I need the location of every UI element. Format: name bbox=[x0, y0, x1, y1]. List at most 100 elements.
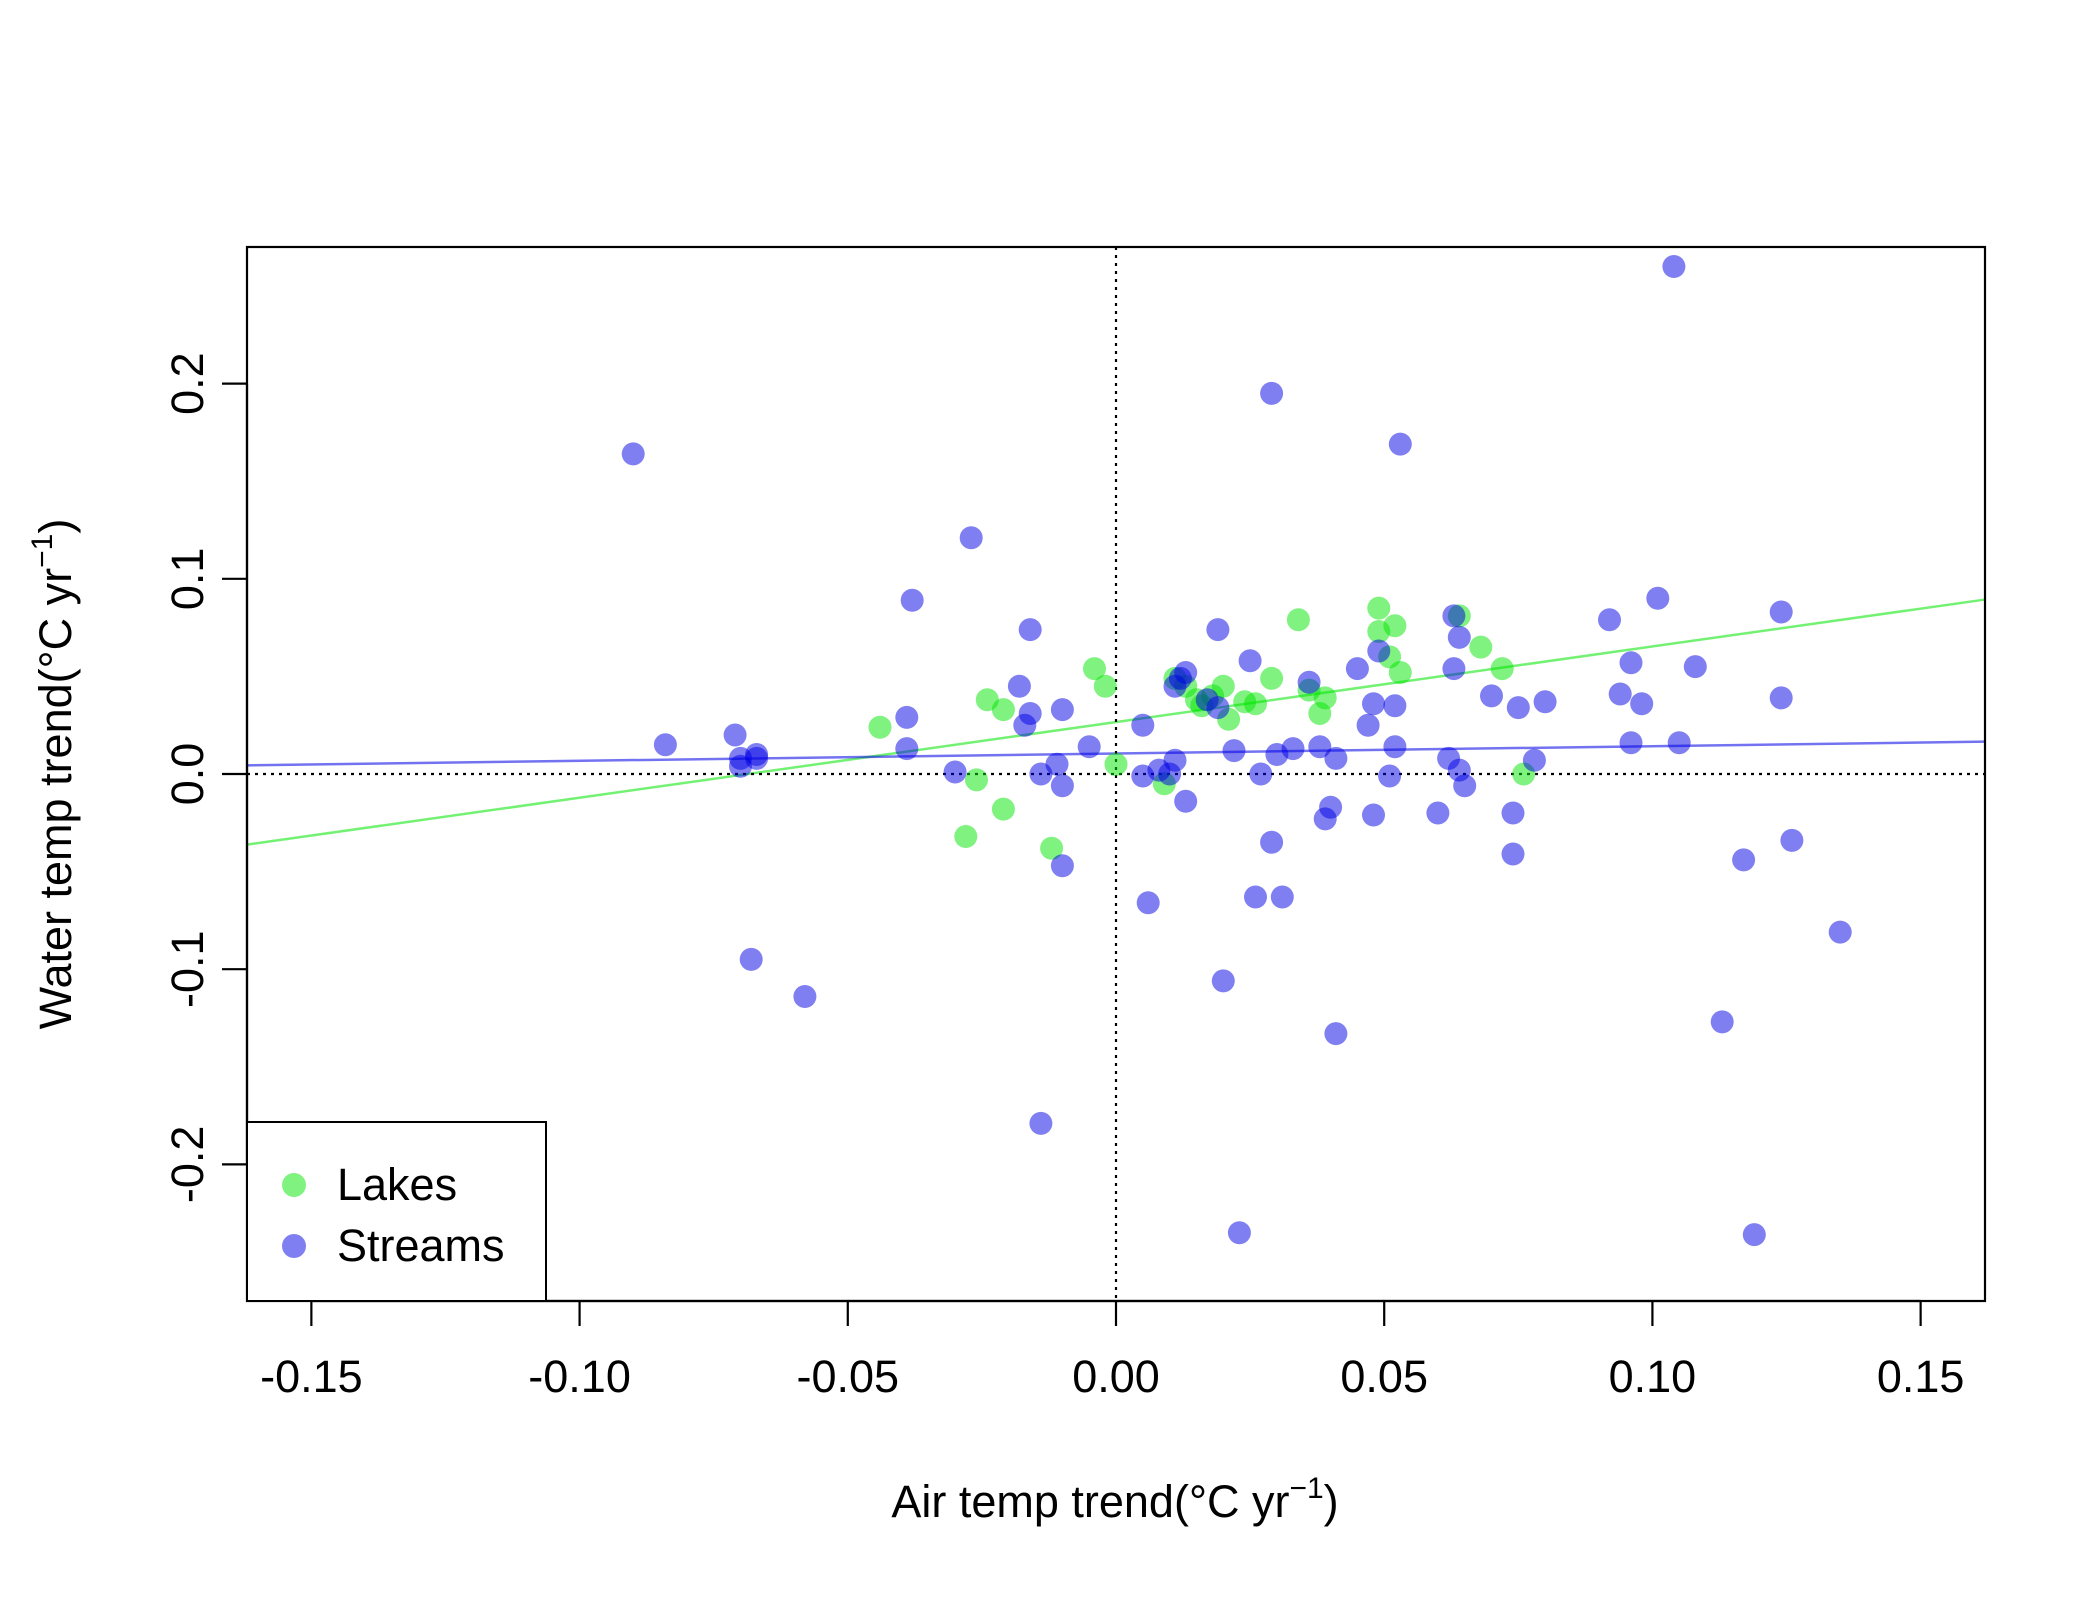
point-streams bbox=[1533, 690, 1557, 714]
point-streams bbox=[793, 985, 817, 1008]
point-lakes bbox=[1211, 674, 1235, 698]
point-lakes bbox=[1388, 661, 1412, 684]
point-streams bbox=[1222, 739, 1246, 763]
y-tick-label: 0.1 bbox=[162, 548, 213, 611]
point-lakes bbox=[965, 768, 988, 792]
y-tick-label: 0.0 bbox=[162, 743, 213, 806]
point-lakes bbox=[1104, 752, 1128, 776]
point-streams bbox=[1260, 381, 1284, 405]
point-streams bbox=[1324, 1022, 1348, 1046]
x-tick-label: -0.15 bbox=[260, 1351, 363, 1402]
point-streams bbox=[1244, 885, 1267, 909]
point-streams bbox=[1356, 713, 1380, 737]
point-streams bbox=[1710, 1010, 1734, 1034]
legend: Lakes Streams bbox=[246, 1121, 547, 1302]
point-streams bbox=[1308, 735, 1332, 759]
point-streams bbox=[1383, 694, 1407, 718]
point-streams bbox=[943, 760, 967, 784]
point-streams bbox=[1780, 828, 1804, 852]
point-streams bbox=[1447, 625, 1471, 649]
point-streams bbox=[1018, 618, 1042, 642]
point-streams bbox=[1206, 696, 1230, 720]
point-streams bbox=[1383, 735, 1407, 759]
point-lakes bbox=[1040, 836, 1064, 860]
point-streams bbox=[739, 947, 763, 971]
point-streams bbox=[1619, 731, 1643, 755]
point-streams bbox=[895, 737, 919, 761]
x-tick-label: 0.15 bbox=[1877, 1351, 1965, 1402]
point-streams bbox=[1442, 657, 1466, 681]
reference-lines bbox=[247, 247, 1985, 1301]
point-streams bbox=[1136, 891, 1160, 915]
point-streams bbox=[1426, 801, 1450, 825]
point-streams bbox=[1501, 842, 1525, 866]
point-streams bbox=[1619, 651, 1643, 675]
point-streams bbox=[1249, 762, 1273, 786]
point-streams bbox=[1260, 830, 1284, 854]
point-streams bbox=[1522, 748, 1546, 772]
point-streams bbox=[895, 705, 919, 729]
point-streams bbox=[1345, 657, 1369, 681]
point-streams bbox=[1501, 801, 1525, 825]
legend-box bbox=[246, 1121, 547, 1302]
point-streams bbox=[1769, 600, 1793, 624]
point-streams bbox=[1367, 639, 1391, 663]
point-streams bbox=[1362, 803, 1385, 827]
y-tick-label: 0.2 bbox=[162, 352, 213, 415]
point-streams bbox=[1630, 692, 1654, 716]
legend-label-lakes: Lakes bbox=[337, 1159, 457, 1210]
y-tick-label: -0.1 bbox=[162, 930, 213, 1008]
point-streams bbox=[900, 588, 924, 612]
legend-marker-lakes bbox=[282, 1173, 306, 1197]
x-tick-label: 0.05 bbox=[1340, 1351, 1428, 1402]
point-streams bbox=[1270, 885, 1294, 909]
point-streams bbox=[1211, 969, 1235, 993]
point-lakes bbox=[954, 825, 978, 848]
point-streams bbox=[1077, 735, 1101, 759]
point-lakes bbox=[991, 797, 1015, 821]
point-lakes bbox=[1093, 674, 1117, 698]
fit-line-lakes bbox=[246, 598, 1986, 846]
point-streams bbox=[1227, 1221, 1251, 1245]
data-points bbox=[621, 255, 1852, 1247]
point-lakes bbox=[868, 715, 892, 739]
y-tick-label: -0.2 bbox=[162, 1126, 213, 1204]
point-streams bbox=[1319, 795, 1343, 819]
point-streams bbox=[1297, 670, 1321, 694]
point-lakes bbox=[1383, 614, 1407, 638]
x-tick-label: -0.10 bbox=[528, 1351, 631, 1402]
point-lakes bbox=[1469, 635, 1493, 659]
point-streams bbox=[1646, 586, 1670, 610]
x-axis-title: Air temp trend(°C yr−1) bbox=[891, 1472, 1338, 1527]
point-streams bbox=[1598, 608, 1621, 632]
point-streams bbox=[1453, 774, 1477, 798]
point-lakes bbox=[991, 698, 1015, 722]
point-streams bbox=[1206, 618, 1230, 642]
point-lakes bbox=[1313, 686, 1337, 710]
point-streams bbox=[1732, 848, 1756, 872]
point-streams bbox=[1174, 789, 1198, 813]
legend-marker-streams bbox=[282, 1234, 306, 1258]
point-streams bbox=[1238, 649, 1262, 673]
x-tick-label: -0.05 bbox=[797, 1351, 900, 1402]
point-lakes bbox=[1490, 657, 1514, 681]
point-streams bbox=[1018, 702, 1042, 725]
y-axis-title: Water temp trend(°C yr−1) bbox=[26, 519, 81, 1030]
point-streams bbox=[1828, 920, 1852, 944]
point-streams bbox=[621, 442, 645, 466]
x-axis: -0.15 -0.10 -0.05 0.00 0.05 0.10 0.15 bbox=[260, 1299, 1965, 1402]
point-lakes bbox=[1367, 596, 1391, 620]
y-axis: -0.2 -0.1 0.0 0.1 0.2 bbox=[162, 352, 249, 1204]
point-streams bbox=[1388, 432, 1412, 456]
point-streams bbox=[1131, 713, 1155, 737]
point-lakes bbox=[1244, 692, 1267, 716]
point-streams bbox=[1442, 604, 1466, 628]
point-streams bbox=[1045, 752, 1069, 776]
point-streams bbox=[1050, 698, 1074, 722]
point-streams bbox=[1163, 748, 1187, 772]
point-streams bbox=[1378, 764, 1402, 788]
point-streams bbox=[1662, 255, 1686, 278]
